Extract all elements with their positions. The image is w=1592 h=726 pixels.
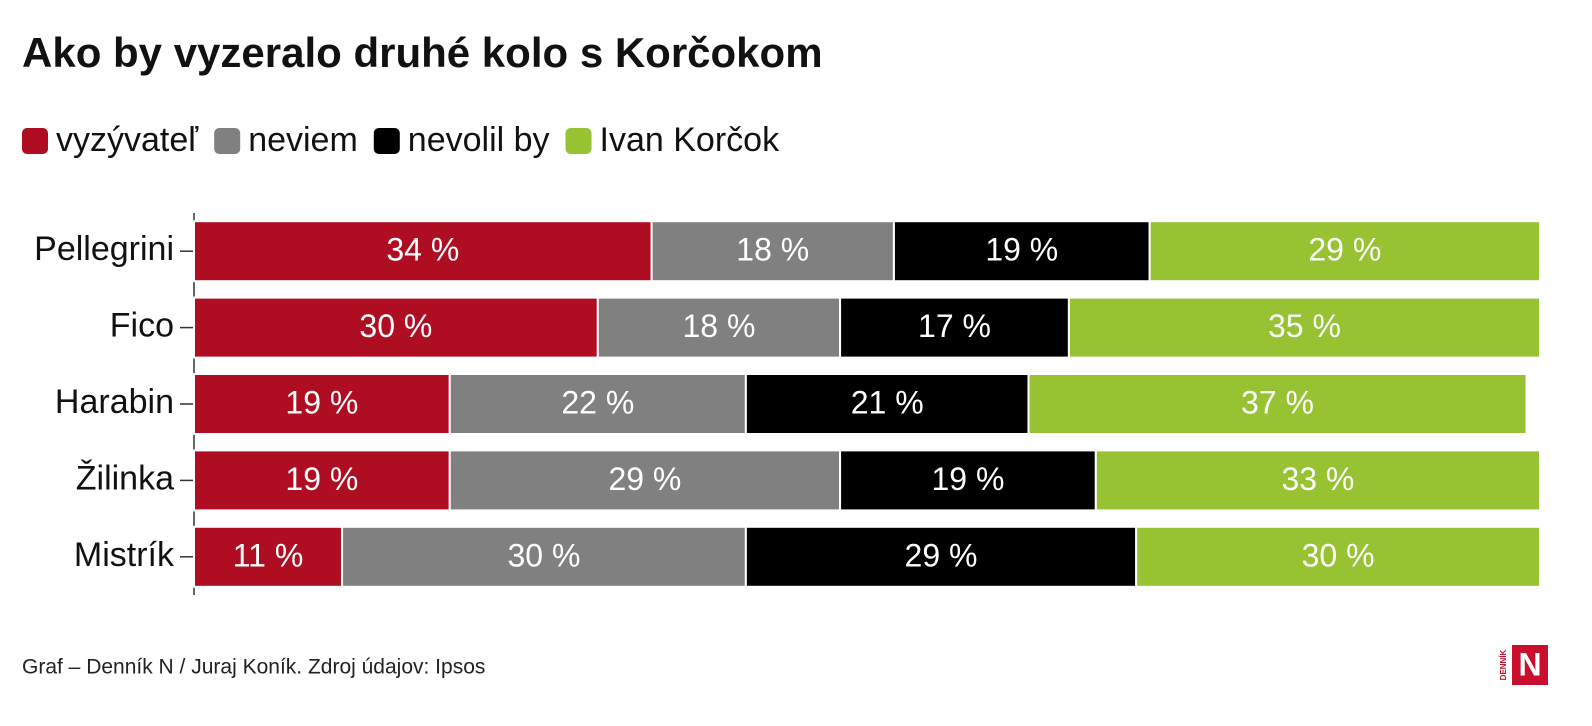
logo-box [1512, 645, 1548, 685]
legend-label: Ivan Korčok [600, 121, 781, 159]
bar-segment [193, 220, 653, 283]
y-tick-label: Harabin [55, 383, 174, 421]
value-label: 18 % [682, 308, 755, 344]
value-label: 22 % [561, 384, 634, 420]
bar-segment [839, 449, 1097, 512]
bar-segment [1027, 373, 1528, 435]
value-label: 29 % [905, 537, 978, 573]
bar-segment [1135, 525, 1541, 588]
value-label: 17 % [918, 308, 991, 344]
value-label: 30 % [507, 537, 580, 573]
legend-swatch [565, 128, 592, 154]
value-label: 11 % [233, 537, 304, 573]
value-label: 19 % [985, 232, 1058, 268]
bar-segment [1094, 449, 1541, 512]
bar-segment [193, 449, 451, 512]
value-label: 29 % [608, 461, 681, 497]
chart-title: Ako by vyzeralo druhé kolo s Korčokom [22, 29, 823, 76]
bar-segment [596, 296, 842, 359]
legend-swatch [22, 128, 48, 154]
value-label: 29 % [1308, 232, 1381, 268]
bar-segment [193, 525, 344, 588]
value-label: 37 % [1241, 384, 1314, 420]
bar-segment [892, 220, 1151, 283]
y-tick-label: Pellegrini [34, 230, 174, 268]
bar-segment [744, 373, 1030, 435]
value-label: 19 % [931, 461, 1004, 497]
legend: vyzývateľ neviem nevolil by Ivan Korčok [22, 121, 780, 159]
value-label: 19 % [285, 384, 358, 420]
legend-label: vyzývateľ [56, 121, 199, 159]
bar-segment [650, 220, 895, 283]
y-tick-label: Mistrík [74, 536, 175, 574]
value-label: 35 % [1268, 308, 1341, 344]
bar-segment [193, 373, 451, 435]
logo-text: DENNÍK [1499, 649, 1508, 680]
y-tick-label: Fico [110, 307, 174, 345]
legend-label: neviem [248, 121, 358, 159]
bar-segment [1067, 296, 1542, 359]
value-label: 33 % [1281, 461, 1354, 497]
source-note: Graf – Denník N / Juraj Koník. Zdroj úda… [22, 656, 485, 679]
value-label: 21 % [851, 384, 924, 420]
y-tick-label: Žilinka [76, 459, 174, 497]
plot: Pellegrini 34 % 18 % 19 % 29 % Fico 30 % 18 % 17… [34, 213, 1542, 595]
bar-segment [448, 373, 747, 435]
bar-segment [193, 296, 599, 359]
value-label: 19 % [285, 461, 358, 497]
legend-swatch [373, 128, 400, 154]
logo-letter: N [1518, 646, 1541, 682]
value-label: 30 % [359, 308, 432, 344]
value-label: 34 % [386, 232, 459, 268]
value-label: 18 % [736, 232, 809, 268]
bar-segment [1148, 220, 1542, 283]
legend-label: nevolil by [408, 121, 550, 159]
value-label: 30 % [1302, 537, 1375, 573]
legend-swatch [214, 128, 241, 154]
bar-segment [341, 525, 747, 588]
